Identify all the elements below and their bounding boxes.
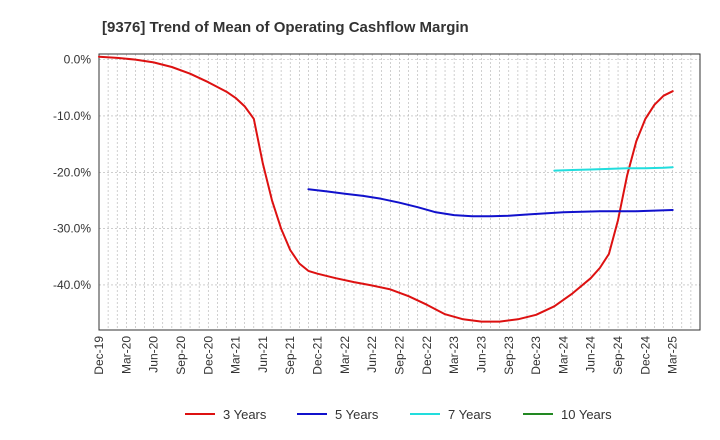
x-tick-label: Mar-23 <box>447 336 461 374</box>
x-tick-label: Dec-20 <box>201 336 215 375</box>
y-tick-label: 0.0% <box>64 53 92 67</box>
y-tick-label: -30.0% <box>53 222 91 236</box>
grid <box>99 54 700 330</box>
y-axis-ticks: 0.0% -10.0% -20.0% -30.0% -40.0% <box>53 53 91 292</box>
legend: 3 Years 5 Years 7 Years 10 Years <box>185 407 612 422</box>
x-tick-label: Dec-21 <box>311 336 325 375</box>
x-tick-label: Jun-23 <box>474 336 488 373</box>
legend-label: 10 Years <box>561 407 612 422</box>
x-tick-label: Dec-24 <box>638 336 652 375</box>
plot-area-frame <box>98 53 701 331</box>
x-tick-label: Mar-20 <box>119 336 133 374</box>
x-tick-label: Dec-23 <box>529 336 543 375</box>
x-tick-label: Mar-24 <box>556 336 570 374</box>
series-line-1 <box>98 55 674 323</box>
x-tick-label: Dec-22 <box>420 336 434 375</box>
x-tick-label: Sep-22 <box>393 336 407 375</box>
legend-label: 7 Years <box>448 407 492 422</box>
x-tick-label: Mar-21 <box>229 336 243 374</box>
series-lines <box>98 55 674 323</box>
x-tick-label: Sep-20 <box>174 336 188 375</box>
x-tick-label: Sep-21 <box>283 336 297 375</box>
y-tick-label: -10.0% <box>53 109 91 123</box>
legend-label: 3 Years <box>223 407 267 422</box>
series-line-3 <box>553 166 674 172</box>
x-tick-label: Jun-20 <box>147 336 161 373</box>
x-tick-label: Sep-24 <box>611 336 625 375</box>
series-line-2 <box>307 188 674 218</box>
x-tick-label: Mar-22 <box>338 336 352 374</box>
x-tick-label: Mar-25 <box>666 336 680 374</box>
x-tick-label: Dec-19 <box>92 336 106 375</box>
x-tick-label: Sep-23 <box>502 336 516 375</box>
legend-label: 5 Years <box>335 407 379 422</box>
y-tick-label: -40.0% <box>53 278 91 292</box>
x-tick-label: Jun-22 <box>365 336 379 373</box>
y-tick-label: -20.0% <box>53 165 91 179</box>
chart-title: [9376] Trend of Mean of Operating Cashfl… <box>102 19 469 36</box>
x-tick-label: Jun-21 <box>256 336 270 373</box>
x-axis-ticks: Dec-19 Mar-20 Jun-20 Sep-20 Dec-20 Mar-21 Jun-… <box>92 336 680 375</box>
x-tick-label: Jun-24 <box>584 336 598 373</box>
